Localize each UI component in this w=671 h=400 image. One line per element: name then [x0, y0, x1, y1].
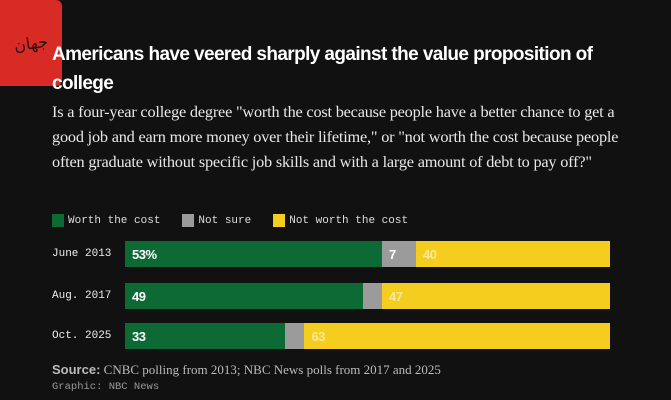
source-label: Source: [52, 362, 101, 377]
legend-label: Not sure [198, 214, 252, 227]
chart-title: Americans have veered sharply against th… [52, 44, 593, 94]
bar-segment: 7 [382, 241, 416, 267]
source: Source: CNBC polling from 2013; NBC News… [52, 362, 441, 378]
bar-segment [362, 283, 383, 309]
stacked-bar: 53% 7 40 [125, 241, 610, 267]
bar-segment: 47 [382, 283, 610, 309]
logo: جهان [0, 0, 62, 86]
legend-item: Worth the cost [52, 214, 160, 227]
legend: Worth the cost Not sure Not worth the cost [52, 214, 408, 227]
category-label: Aug. 2017 [52, 290, 112, 302]
bar-row: June 2013 53% 7 40 [52, 241, 610, 267]
bar-segment [285, 323, 305, 349]
bar-segment: 53% [125, 241, 383, 267]
category-label: Oct. 2025 [52, 330, 112, 342]
source-text: CNBC polling from 2013; NBC News polls f… [100, 362, 441, 377]
legend-label: Worth the cost [68, 214, 161, 227]
bar-segment: 33 [125, 323, 286, 349]
bar-segment: 49 [125, 283, 363, 309]
legend-item: Not worth the cost [273, 214, 408, 227]
legend-swatch [52, 214, 64, 227]
stacked-bar: 49 47 [125, 283, 610, 309]
logo-text: جهان [12, 31, 50, 55]
chart-subtitle: Is a four-year college degree "worth the… [52, 102, 619, 171]
category-label: June 2013 [52, 248, 112, 260]
bar-row: Aug. 2017 49 47 [52, 283, 610, 309]
stacked-bar: 33 63 [125, 323, 610, 349]
legend-label: Not worth the cost [289, 214, 409, 227]
bar-segment: 63 [304, 323, 610, 349]
credit: Graphic: NBC News [52, 381, 160, 393]
bar-row: Oct. 2025 33 63 [52, 323, 610, 349]
legend-swatch [182, 214, 195, 227]
legend-swatch [273, 214, 286, 227]
legend-item: Not sure [182, 214, 251, 227]
bar-segment: 40 [415, 241, 610, 267]
